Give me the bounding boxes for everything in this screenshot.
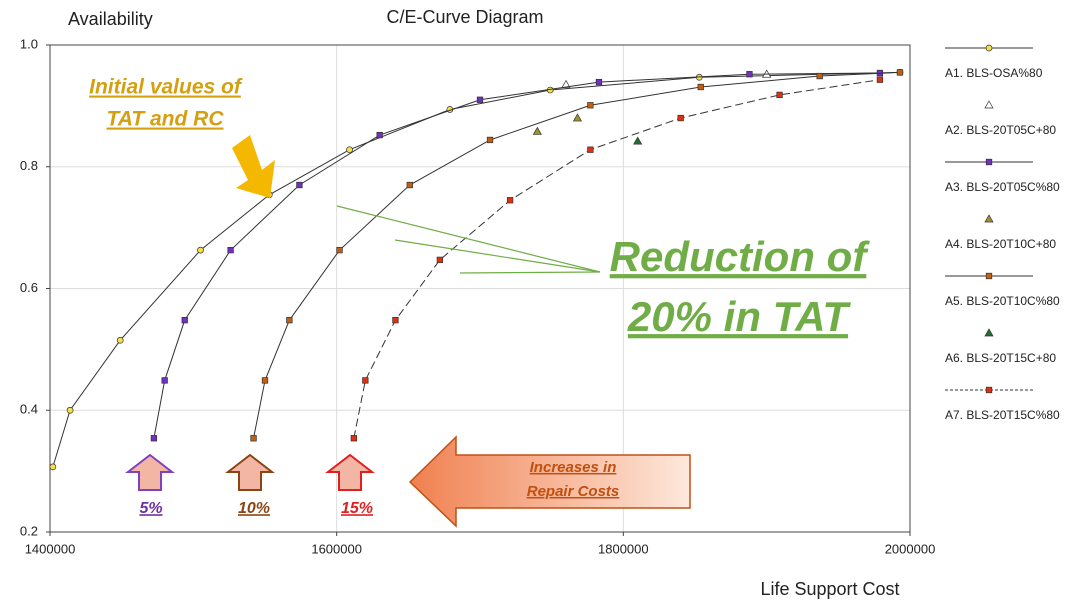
annotation: Repair Costs [527, 483, 620, 500]
point [816, 72, 823, 80]
point [161, 377, 168, 384]
legend-label: A5. BLS-20T10C%80 [945, 294, 1060, 308]
annotation: Increases in [530, 459, 617, 476]
legend-label: A7. BLS-20T15C%80 [945, 408, 1060, 422]
point [595, 78, 603, 86]
annotation: 20% in TAT [627, 293, 851, 340]
legend-label: A1. BLS-OSA%80 [945, 66, 1043, 80]
point [896, 69, 904, 76]
series-line [52, 71, 900, 468]
plot-area: 0.2 0.4 0.6 0.8 1.0 1400000 1600000 1800000 2000… [20, 36, 935, 556]
point [181, 317, 188, 324]
point [376, 131, 383, 139]
point [296, 181, 303, 189]
annotation: Initial values of [89, 76, 243, 99]
point [286, 317, 293, 324]
point [985, 272, 993, 280]
y-axis-label: Availability [68, 9, 153, 29]
annotation: 15% [341, 500, 373, 517]
annotation: 10% [238, 500, 270, 517]
arrow-lines [336, 205, 601, 274]
point [587, 102, 594, 109]
point [362, 377, 369, 384]
x-tick-label: 1600000 [311, 541, 362, 556]
x-tick-label: 1800000 [598, 541, 649, 556]
x-axis-label: Life Support Cost [760, 579, 899, 599]
x-tick-label: 1400000 [25, 541, 76, 556]
point [984, 100, 994, 109]
legend-label: A3. BLS-20T05C%80 [945, 180, 1060, 194]
point [587, 146, 594, 153]
y-tick-label: 1.0 [20, 36, 38, 51]
legend-label: A4. BLS-20T10C+80 [945, 237, 1056, 251]
point [116, 336, 124, 344]
point [876, 76, 884, 83]
point [350, 435, 358, 442]
point [697, 83, 704, 91]
point [984, 328, 994, 337]
point [197, 246, 204, 254]
arrow [225, 453, 275, 491]
series-line [153, 72, 880, 439]
point [436, 256, 444, 264]
annotation: Reduction of [610, 233, 871, 280]
point [984, 214, 994, 223]
arrow [408, 435, 691, 528]
x-tick-label: 2000000 [885, 541, 936, 556]
point [776, 91, 783, 99]
point [532, 126, 542, 135]
y-tick-label: 0.6 [20, 280, 38, 295]
point [677, 114, 684, 122]
point [150, 435, 158, 442]
legend-label: A6. BLS-20T15C+80 [945, 351, 1056, 365]
series-line [253, 71, 900, 439]
point [486, 136, 494, 144]
point [506, 197, 514, 204]
legend-label: A2. BLS-20T05C+80 [945, 123, 1056, 137]
y-tick-label: 0.8 [20, 158, 38, 173]
point [633, 136, 643, 145]
point [346, 146, 353, 154]
point [985, 44, 993, 52]
plot-border [49, 44, 911, 533]
arrow [125, 453, 175, 491]
point [572, 113, 583, 122]
point [985, 158, 993, 166]
y-tick-label: 0.4 [20, 402, 38, 417]
point [985, 386, 993, 394]
point [392, 317, 399, 324]
arrow [232, 135, 275, 198]
point [261, 377, 269, 384]
point [227, 246, 234, 254]
point [66, 406, 74, 414]
annotation: 5% [139, 500, 162, 517]
point [49, 463, 57, 471]
annotation: TAT and RC [106, 108, 224, 131]
point [406, 181, 413, 189]
y-tick-label: 0.2 [20, 523, 38, 538]
point [250, 435, 257, 442]
point [336, 246, 343, 254]
point [746, 71, 753, 78]
arrow [325, 453, 375, 491]
point [476, 96, 484, 103]
point [561, 79, 571, 88]
chart-title: C/E-Curve Diagram [386, 7, 543, 27]
